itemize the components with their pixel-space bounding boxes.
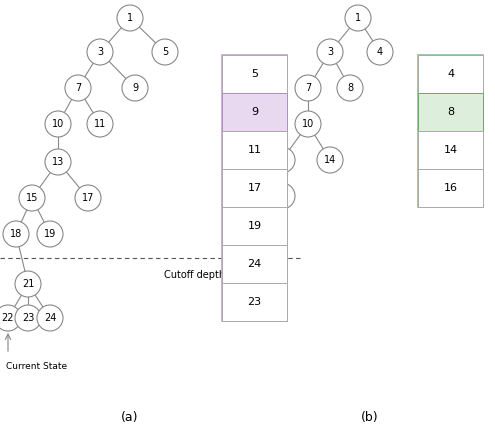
FancyBboxPatch shape <box>222 93 287 131</box>
Circle shape <box>19 185 45 211</box>
Text: 7: 7 <box>305 83 311 93</box>
Text: 16: 16 <box>276 191 288 201</box>
Circle shape <box>317 147 343 173</box>
Text: 18: 18 <box>10 229 22 239</box>
Circle shape <box>0 305 21 331</box>
Circle shape <box>15 271 41 297</box>
Text: 14: 14 <box>324 155 336 165</box>
Circle shape <box>37 305 63 331</box>
Circle shape <box>269 147 295 173</box>
FancyBboxPatch shape <box>222 207 287 245</box>
Circle shape <box>75 185 101 211</box>
Text: 1: 1 <box>127 13 133 23</box>
Text: 23: 23 <box>22 313 34 323</box>
Circle shape <box>367 39 393 65</box>
FancyBboxPatch shape <box>222 245 287 283</box>
Text: 23: 23 <box>248 297 261 307</box>
Text: 8: 8 <box>447 107 454 117</box>
Circle shape <box>15 305 41 331</box>
FancyBboxPatch shape <box>418 93 483 131</box>
Text: Cutoff depth: Cutoff depth <box>164 270 226 280</box>
Text: 17: 17 <box>82 193 94 203</box>
Text: 19: 19 <box>44 229 56 239</box>
Text: 21: 21 <box>22 279 34 289</box>
Circle shape <box>87 111 113 137</box>
FancyBboxPatch shape <box>418 55 483 207</box>
Text: 19: 19 <box>248 221 261 231</box>
FancyBboxPatch shape <box>222 283 287 321</box>
Text: 1: 1 <box>355 13 361 23</box>
Text: 4: 4 <box>377 47 383 57</box>
Text: 8: 8 <box>347 83 353 93</box>
Text: 13: 13 <box>276 155 288 165</box>
Text: 24: 24 <box>248 259 262 269</box>
Circle shape <box>3 221 29 247</box>
Circle shape <box>65 75 91 101</box>
Circle shape <box>269 183 295 209</box>
Text: 10: 10 <box>52 119 64 129</box>
Text: 4: 4 <box>447 69 454 79</box>
FancyBboxPatch shape <box>222 169 287 207</box>
Circle shape <box>345 5 371 31</box>
Text: Current State: Current State <box>6 362 67 371</box>
Text: 3: 3 <box>327 47 333 57</box>
Text: 9: 9 <box>132 83 138 93</box>
Text: 22: 22 <box>2 313 14 323</box>
Circle shape <box>152 39 178 65</box>
Text: 5: 5 <box>251 69 258 79</box>
Circle shape <box>45 111 71 137</box>
Circle shape <box>117 5 143 31</box>
Text: 24: 24 <box>44 313 56 323</box>
Text: 16: 16 <box>444 183 457 193</box>
Circle shape <box>295 75 321 101</box>
Circle shape <box>317 39 343 65</box>
Text: 9: 9 <box>251 107 258 117</box>
Text: 10: 10 <box>302 119 314 129</box>
Text: 3: 3 <box>97 47 103 57</box>
Text: (a): (a) <box>121 412 139 425</box>
Circle shape <box>122 75 148 101</box>
Circle shape <box>337 75 363 101</box>
Text: 15: 15 <box>26 193 38 203</box>
Circle shape <box>87 39 113 65</box>
Text: (b): (b) <box>361 412 379 425</box>
Circle shape <box>45 149 71 175</box>
Text: 7: 7 <box>75 83 81 93</box>
Text: 17: 17 <box>248 183 261 193</box>
Text: 13: 13 <box>52 157 64 167</box>
FancyBboxPatch shape <box>222 55 287 93</box>
FancyBboxPatch shape <box>222 55 287 321</box>
Circle shape <box>295 111 321 137</box>
FancyBboxPatch shape <box>418 131 483 169</box>
FancyBboxPatch shape <box>418 55 483 93</box>
FancyBboxPatch shape <box>418 169 483 207</box>
Text: 5: 5 <box>162 47 168 57</box>
FancyBboxPatch shape <box>222 131 287 169</box>
Text: 14: 14 <box>444 145 457 155</box>
Text: 11: 11 <box>248 145 261 155</box>
Circle shape <box>37 221 63 247</box>
Text: 11: 11 <box>94 119 106 129</box>
